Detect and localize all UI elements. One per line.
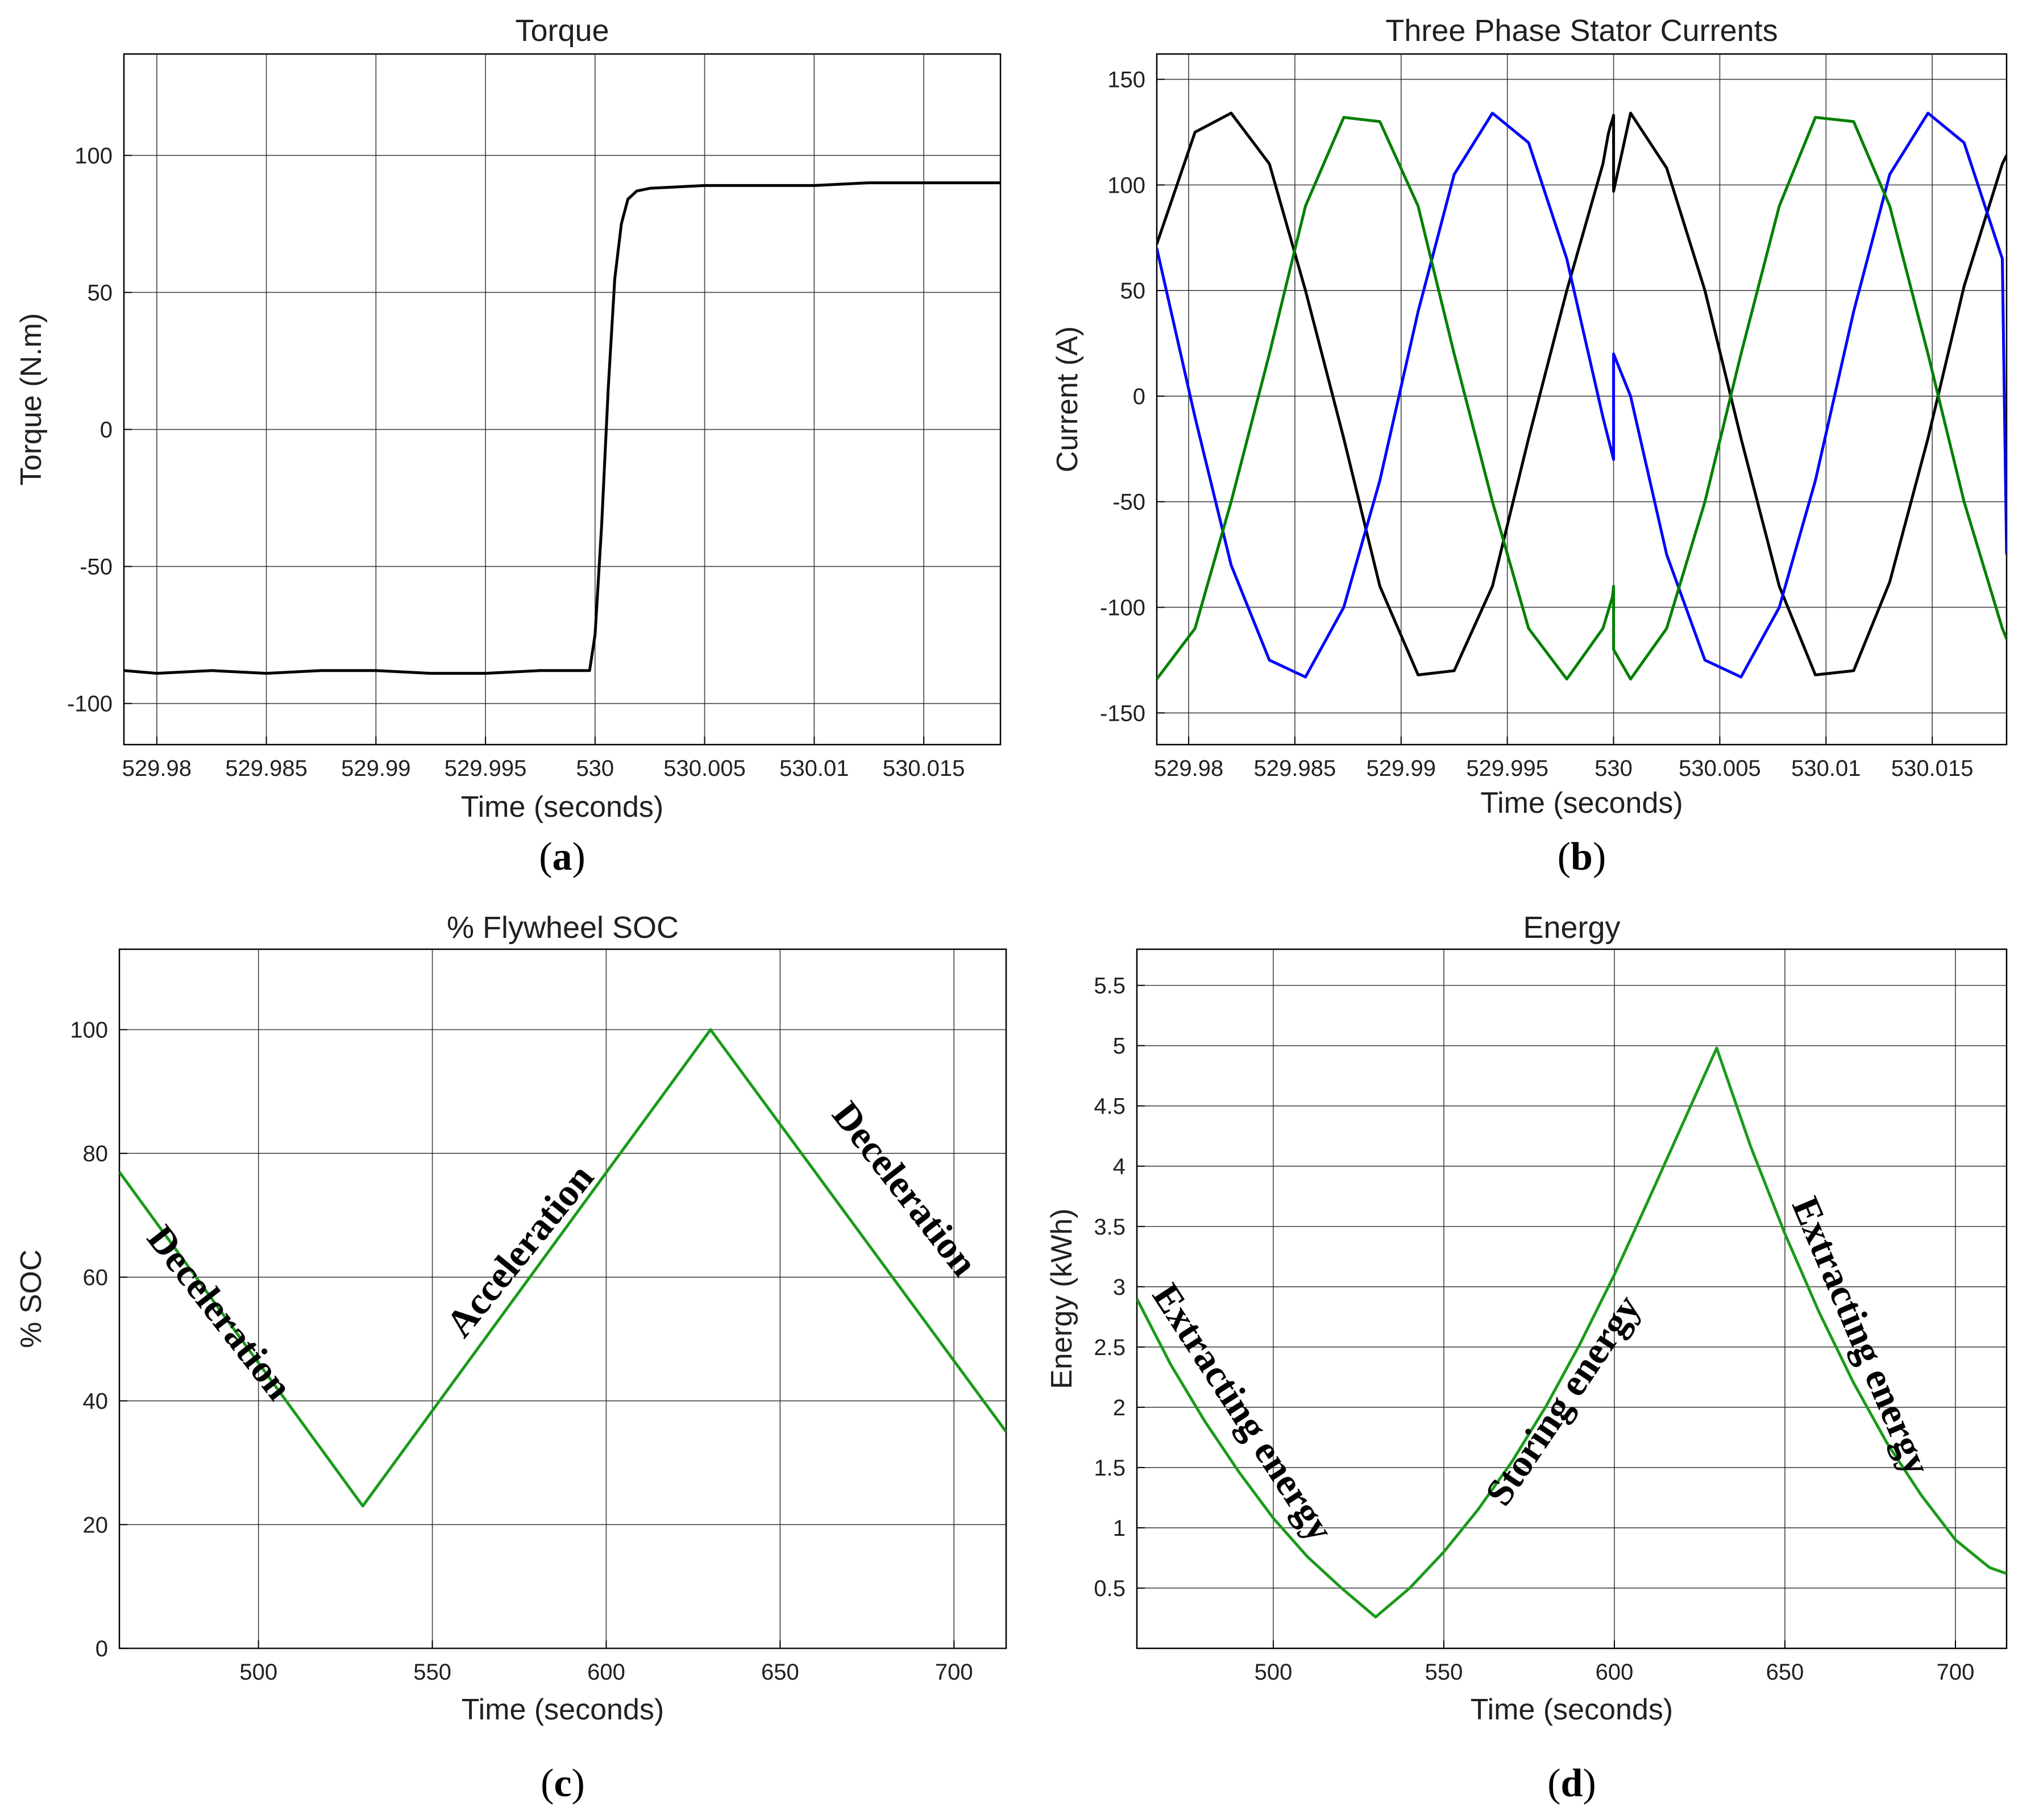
y-axis-label-d: Energy (kWh)	[1045, 1208, 1078, 1389]
y-tick-label-d: 0.5	[1094, 1576, 1126, 1601]
panel-caption-b: (b)	[1558, 835, 1606, 879]
y-tick-label-d: 1	[1113, 1516, 1126, 1541]
y-tick-label-a: 0	[100, 418, 113, 443]
caption-letter: d	[1561, 1761, 1583, 1805]
panel-caption-a: (a)	[539, 835, 585, 879]
y-tick-label-b: -50	[1112, 490, 1145, 515]
chart-title-a: Torque	[515, 14, 609, 48]
y-tick-label-c: 80	[83, 1141, 109, 1166]
caption-letter: c	[554, 1761, 571, 1805]
y-axis-label-b: Current (A)	[1051, 326, 1084, 472]
y-tick-label-d: 5.5	[1094, 974, 1126, 999]
y-tick-label-d: 5	[1113, 1034, 1126, 1059]
y-tick-label-d: 2.5	[1094, 1335, 1126, 1360]
x-tick-label-a: 529.98	[122, 756, 192, 781]
caption-paren-close: )	[1583, 1761, 1596, 1805]
x-tick-label-a: 529.99	[341, 756, 410, 781]
x-tick-label-b: 530.01	[1791, 756, 1861, 781]
caption-paren-open: (	[1547, 1761, 1560, 1805]
chart-title-d: Energy	[1523, 911, 1620, 945]
x-tick-label-d: 650	[1766, 1660, 1804, 1685]
chart-d: 500 550 600 650 7000.511.522.533.544.555.5Ex…	[1045, 911, 2008, 1805]
x-tick-label-d: 550	[1425, 1660, 1463, 1685]
caption-paren-close: )	[572, 835, 585, 879]
panel-caption-d: (d)	[1547, 1761, 1596, 1805]
x-tick-label-b: 529.99	[1367, 756, 1436, 781]
series-line-c-0	[119, 1028, 1006, 1508]
series-line-a-0	[124, 181, 1000, 675]
chart-a: 529.98 529.985 529.99 529.995 530 530.005 530.…	[15, 14, 1002, 879]
series-line-b-2	[1157, 116, 2007, 681]
x-tick-label-b: 530.005	[1679, 756, 1761, 781]
x-tick-label-a: 530.01	[779, 756, 849, 781]
y-tick-label-d: 1.5	[1094, 1456, 1126, 1481]
x-tick-label-c: 700	[935, 1660, 973, 1685]
chart-title-c: % Flywheel SOC	[447, 911, 679, 945]
y-tick-label-d: 3	[1113, 1275, 1126, 1300]
y-tick-label-b: 50	[1120, 279, 1146, 304]
series-line-b-1	[1157, 111, 2007, 679]
y-tick-label-b: 0	[1133, 384, 1145, 409]
x-tick-label-c: 650	[761, 1660, 799, 1685]
y-tick-label-a: -100	[67, 692, 113, 717]
chart-title-b: Three Phase Stator Currents	[1385, 14, 1778, 48]
plot-area-a	[123, 53, 1002, 746]
y-tick-label-c: 20	[83, 1512, 109, 1538]
x-tick-label-c: 600	[587, 1660, 625, 1685]
y-axis-label-a: Torque (N.m)	[15, 313, 48, 485]
x-tick-label-b: 530	[1594, 756, 1633, 781]
x-tick-label-d: 700	[1937, 1660, 1975, 1685]
y-tick-label-a: 100	[74, 143, 113, 168]
caption-letter: a	[553, 835, 572, 879]
y-tick-label-b: 100	[1107, 173, 1145, 198]
x-axis-label-c: Time (seconds)	[462, 1693, 664, 1726]
y-tick-label-a: 50	[88, 280, 113, 305]
x-tick-label-d: 500	[1255, 1660, 1293, 1685]
plot-area-d	[1136, 948, 2008, 1649]
caption-paren-open: (	[1558, 835, 1571, 879]
x-tick-label-a: 530.015	[883, 756, 965, 781]
caption-letter: b	[1571, 835, 1593, 879]
x-tick-label-a: 529.995	[445, 756, 527, 781]
caption-paren-open: (	[541, 1761, 554, 1805]
x-tick-label-d: 600	[1596, 1660, 1634, 1685]
x-tick-label-b: 529.98	[1154, 756, 1223, 781]
x-axis-label-d: Time (seconds)	[1471, 1693, 1673, 1726]
plot-area-c	[118, 948, 1007, 1649]
y-tick-label-b: -150	[1100, 701, 1145, 726]
y-tick-label-d: 3.5	[1094, 1215, 1126, 1240]
x-tick-label-b: 530.015	[1891, 756, 1974, 781]
x-tick-label-c: 550	[413, 1660, 451, 1685]
y-tick-label-d: 2	[1113, 1395, 1126, 1420]
y-tick-label-c: 40	[83, 1389, 109, 1414]
caption-paren-open: (	[539, 835, 552, 879]
chart-b: 529.98 529.985 529.99 529.995 530 530.005 530.…	[1051, 14, 2008, 879]
x-tick-label-a: 529.985	[225, 756, 308, 781]
series-line-d-0	[1137, 1046, 2007, 1619]
y-axis-label-c: % SOC	[15, 1249, 48, 1348]
x-tick-label-a: 530	[576, 756, 614, 781]
panel-caption-c: (c)	[541, 1761, 585, 1805]
y-tick-label-b: -100	[1100, 595, 1145, 620]
y-tick-label-d: 4	[1113, 1154, 1126, 1179]
x-axis-label-a: Time (seconds)	[461, 791, 663, 824]
caption-paren-close: )	[1593, 835, 1606, 879]
y-tick-label-d: 4.5	[1094, 1094, 1126, 1119]
x-tick-label-b: 529.995	[1466, 756, 1548, 781]
y-tick-label-c: 60	[83, 1265, 109, 1290]
y-tick-label-c: 100	[70, 1018, 108, 1043]
y-tick-label-a: -50	[80, 555, 113, 580]
caption-paren-close: )	[572, 1761, 585, 1805]
x-tick-label-b: 529.985	[1254, 756, 1336, 781]
plot-area-b	[1156, 53, 2008, 746]
y-tick-label-c: 0	[95, 1636, 108, 1661]
x-axis-label-b: Time (seconds)	[1480, 787, 1683, 820]
y-tick-label-b: 150	[1107, 68, 1145, 93]
x-tick-label-a: 530.005	[663, 756, 746, 781]
x-tick-label-c: 500	[239, 1660, 277, 1685]
series-line-b-0	[1157, 111, 2007, 676]
